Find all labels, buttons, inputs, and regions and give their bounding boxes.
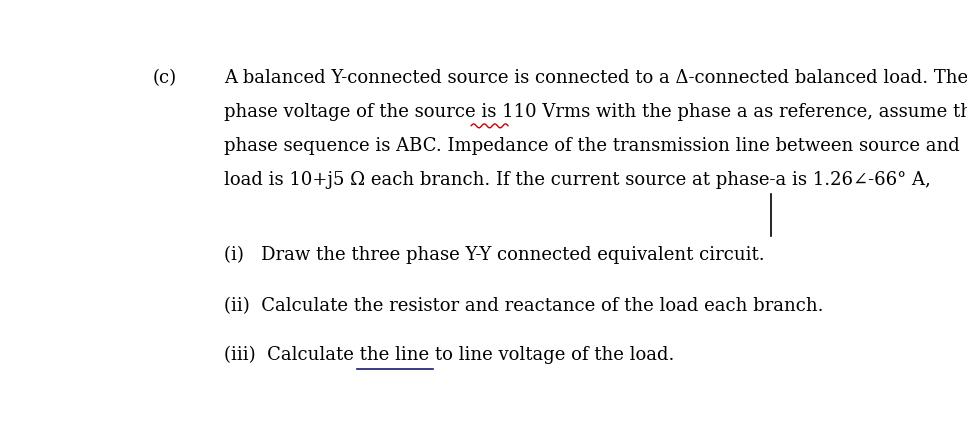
Text: (c): (c) [153, 69, 176, 87]
Text: phase voltage of the source is 110 Vrms with the phase a as reference, assume th: phase voltage of the source is 110 Vrms … [224, 103, 967, 121]
Text: A balanced Y-connected source is connected to a Δ-connected balanced load. The: A balanced Y-connected source is connect… [224, 69, 967, 87]
Text: load is 10+j5 Ω each branch. If the current source at phase-a is 1.26∠-66° A,: load is 10+j5 Ω each branch. If the curr… [224, 171, 931, 189]
Text: (ii)  Calculate the resistor and reactance of the load each branch.: (ii) Calculate the resistor and reactanc… [224, 297, 824, 315]
Text: (i)   Draw the three phase Y-Y connected equivalent circuit.: (i) Draw the three phase Y-Y connected e… [224, 246, 765, 264]
Text: phase sequence is ABC. Impedance of the transmission line between source and: phase sequence is ABC. Impedance of the … [224, 137, 960, 155]
Text: (iii)  Calculate the line to line voltage of the load.: (iii) Calculate the line to line voltage… [224, 346, 675, 364]
